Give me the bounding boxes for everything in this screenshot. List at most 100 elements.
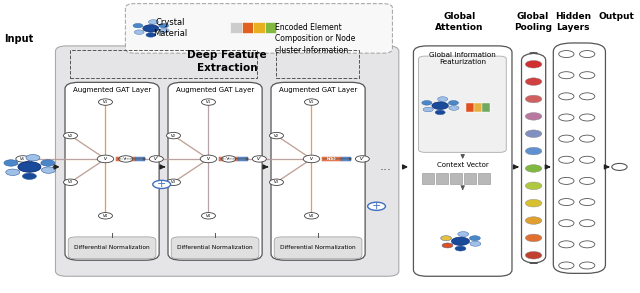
FancyBboxPatch shape — [65, 82, 159, 260]
Circle shape — [559, 51, 574, 57]
Circle shape — [559, 199, 574, 206]
Text: $v_3$: $v_3$ — [273, 178, 280, 186]
Text: $v_4$: $v_4$ — [205, 212, 212, 220]
Text: $v_4$: $v_4$ — [308, 212, 315, 220]
FancyBboxPatch shape — [171, 237, 259, 259]
Circle shape — [422, 100, 432, 105]
Text: Global Information
Featurization: Global Information Featurization — [429, 52, 496, 65]
Text: +: + — [157, 179, 166, 189]
Circle shape — [580, 135, 595, 142]
Circle shape — [153, 180, 170, 188]
Text: Differential Normalization: Differential Normalization — [280, 245, 356, 250]
Text: Global
Pooling: Global Pooling — [514, 12, 552, 33]
Circle shape — [580, 241, 595, 248]
Circle shape — [367, 202, 385, 210]
Circle shape — [525, 95, 542, 103]
Circle shape — [63, 179, 77, 185]
Circle shape — [435, 110, 445, 115]
Circle shape — [18, 162, 41, 172]
Circle shape — [525, 165, 542, 172]
Bar — [436, 173, 449, 184]
Circle shape — [166, 132, 180, 139]
FancyBboxPatch shape — [274, 237, 362, 259]
Circle shape — [22, 173, 36, 179]
Circle shape — [559, 72, 574, 79]
Text: $v_3$: $v_3$ — [170, 178, 177, 186]
Circle shape — [580, 156, 595, 163]
Text: Augmented GAT Layer: Augmented GAT Layer — [176, 87, 254, 93]
Bar — [422, 173, 435, 184]
FancyBboxPatch shape — [413, 46, 512, 276]
Circle shape — [470, 241, 481, 246]
Circle shape — [455, 246, 466, 251]
FancyBboxPatch shape — [68, 237, 156, 259]
Circle shape — [269, 132, 284, 139]
Circle shape — [41, 160, 55, 166]
Circle shape — [580, 199, 595, 206]
Bar — [341, 156, 351, 161]
Text: $v_1$: $v_1$ — [308, 98, 315, 106]
Text: $v$: $v$ — [309, 155, 314, 162]
Text: Crystal: Crystal — [155, 18, 185, 27]
Text: $v_4$: $v_4$ — [102, 212, 109, 220]
Circle shape — [202, 99, 216, 105]
Text: Hidden
Layers: Hidden Layers — [555, 12, 591, 33]
Circle shape — [305, 213, 319, 219]
Circle shape — [525, 130, 542, 137]
Circle shape — [432, 102, 449, 110]
Circle shape — [63, 132, 77, 139]
Circle shape — [146, 33, 156, 37]
Bar — [242, 22, 253, 33]
Circle shape — [559, 262, 574, 269]
Text: $v$: $v$ — [206, 155, 211, 162]
Circle shape — [222, 156, 236, 162]
FancyBboxPatch shape — [168, 82, 262, 260]
Text: Augmented GAT Layer: Augmented GAT Layer — [279, 87, 357, 93]
Text: h(1): h(1) — [120, 157, 131, 161]
Text: Input: Input — [4, 34, 34, 44]
Circle shape — [449, 100, 458, 105]
Text: Deep Feature
Extraction: Deep Feature Extraction — [188, 50, 267, 73]
Text: Context Vector: Context Vector — [437, 162, 488, 168]
Circle shape — [355, 156, 369, 162]
Circle shape — [452, 237, 469, 245]
Bar — [238, 156, 248, 161]
Text: Encoded Element
Composition or Node
cluster Information: Encoded Element Composition or Node clus… — [275, 23, 355, 55]
FancyBboxPatch shape — [419, 56, 506, 152]
Circle shape — [441, 236, 452, 241]
Circle shape — [559, 241, 574, 248]
Text: h(k): h(k) — [326, 157, 336, 161]
Circle shape — [525, 217, 542, 224]
Circle shape — [119, 156, 133, 162]
Bar — [220, 156, 238, 161]
Circle shape — [580, 51, 595, 57]
Circle shape — [6, 169, 20, 176]
Bar — [230, 22, 242, 33]
Circle shape — [525, 60, 542, 68]
Circle shape — [97, 155, 114, 163]
Bar — [464, 173, 476, 184]
FancyBboxPatch shape — [554, 43, 605, 273]
Circle shape — [99, 99, 113, 105]
Circle shape — [159, 28, 169, 33]
Text: $v_5$: $v_5$ — [225, 155, 232, 163]
FancyBboxPatch shape — [125, 4, 392, 53]
Circle shape — [580, 72, 595, 79]
Text: ...: ... — [380, 160, 392, 173]
Circle shape — [305, 99, 319, 105]
Circle shape — [159, 23, 169, 28]
Text: $v_2$: $v_2$ — [67, 132, 74, 139]
Bar — [465, 103, 474, 112]
Text: h(2): h(2) — [223, 157, 234, 161]
Bar — [478, 173, 490, 184]
Bar — [451, 173, 462, 184]
Circle shape — [580, 262, 595, 269]
Circle shape — [559, 135, 574, 142]
Bar — [253, 22, 265, 33]
Text: $v_5$: $v_5$ — [19, 155, 26, 163]
Circle shape — [148, 20, 158, 24]
Circle shape — [525, 113, 542, 120]
Circle shape — [525, 147, 542, 155]
Circle shape — [525, 182, 542, 190]
Circle shape — [166, 179, 180, 185]
